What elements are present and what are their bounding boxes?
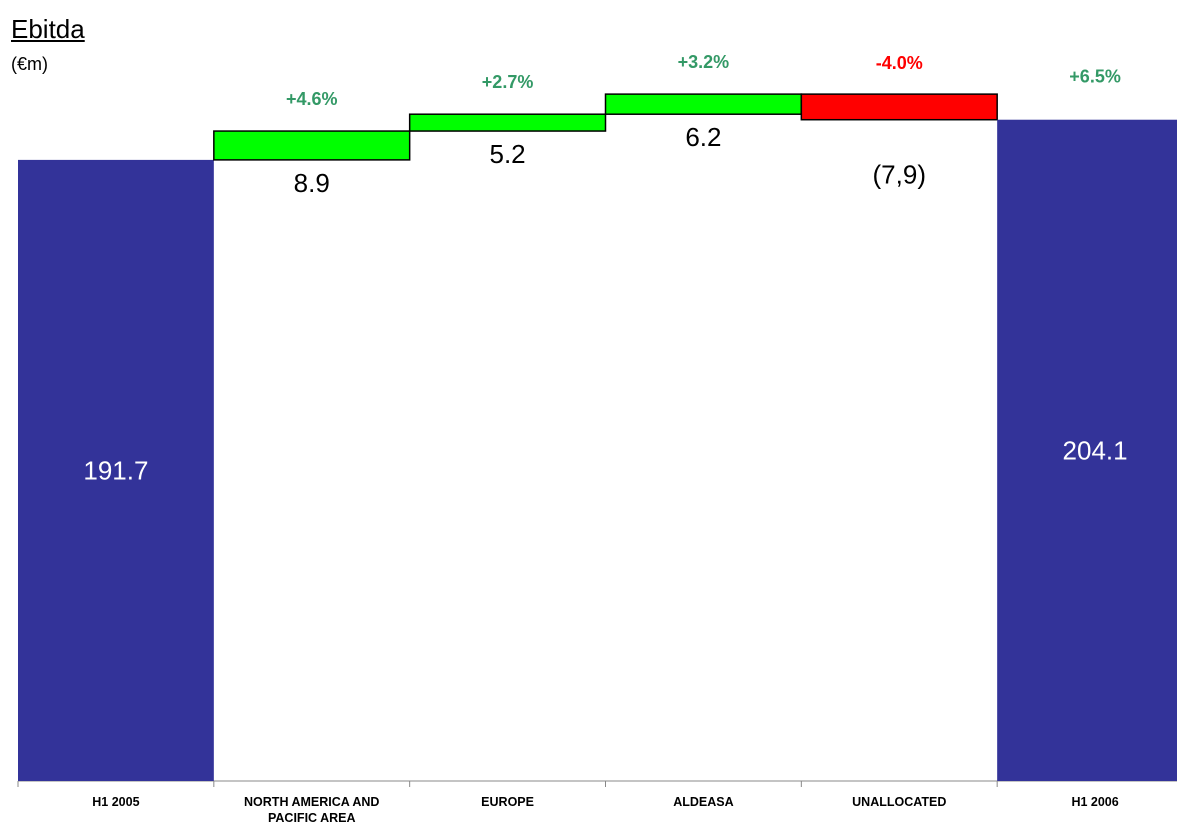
pct-label-europe: +2.7% <box>482 72 534 92</box>
x-tick-label-aldeasa: ALDEASA <box>673 795 733 809</box>
value-label-europe: 5.2 <box>490 139 526 169</box>
chart-unit: (€m) <box>11 54 48 74</box>
value-label-unallocated: (7,9) <box>873 160 926 190</box>
pct-label-aldeasa: +3.2% <box>678 52 730 72</box>
x-tick-label-unallocated: UNALLOCATED <box>852 795 946 809</box>
x-tick-label-north-america-and-pacific-area: NORTH AMERICA AND PACIFIC AREA <box>244 795 379 825</box>
bar-aldeasa <box>604 93 803 115</box>
chart-title: Ebitda <box>11 14 85 44</box>
pct-label-unallocated: -4.0% <box>876 53 923 73</box>
value-label-h1-2006: 204.1 <box>1063 435 1128 465</box>
bar-north-america-and-pacific-area <box>213 130 411 161</box>
x-tick-label-h1-2005: H1 2005 <box>92 795 139 809</box>
x-tick-label-europe: EUROPE <box>481 795 534 809</box>
pct-label-h1-2006: +6.5% <box>1069 67 1121 87</box>
bar-unallocated <box>800 93 998 121</box>
bar-h1-2006 <box>997 119 1177 781</box>
value-label-aldeasa: 6.2 <box>685 122 721 152</box>
pct-label-north-america-and-pacific-area: +4.6% <box>286 89 338 109</box>
bar-h1-2005 <box>18 159 214 782</box>
bar-europe <box>408 113 607 132</box>
value-label-north-america-and-pacific-area: 8.9 <box>294 168 330 198</box>
value-label-h1-2005: 191.7 <box>83 455 148 485</box>
x-tick-label-h1-2006: H1 2006 <box>1071 795 1118 809</box>
